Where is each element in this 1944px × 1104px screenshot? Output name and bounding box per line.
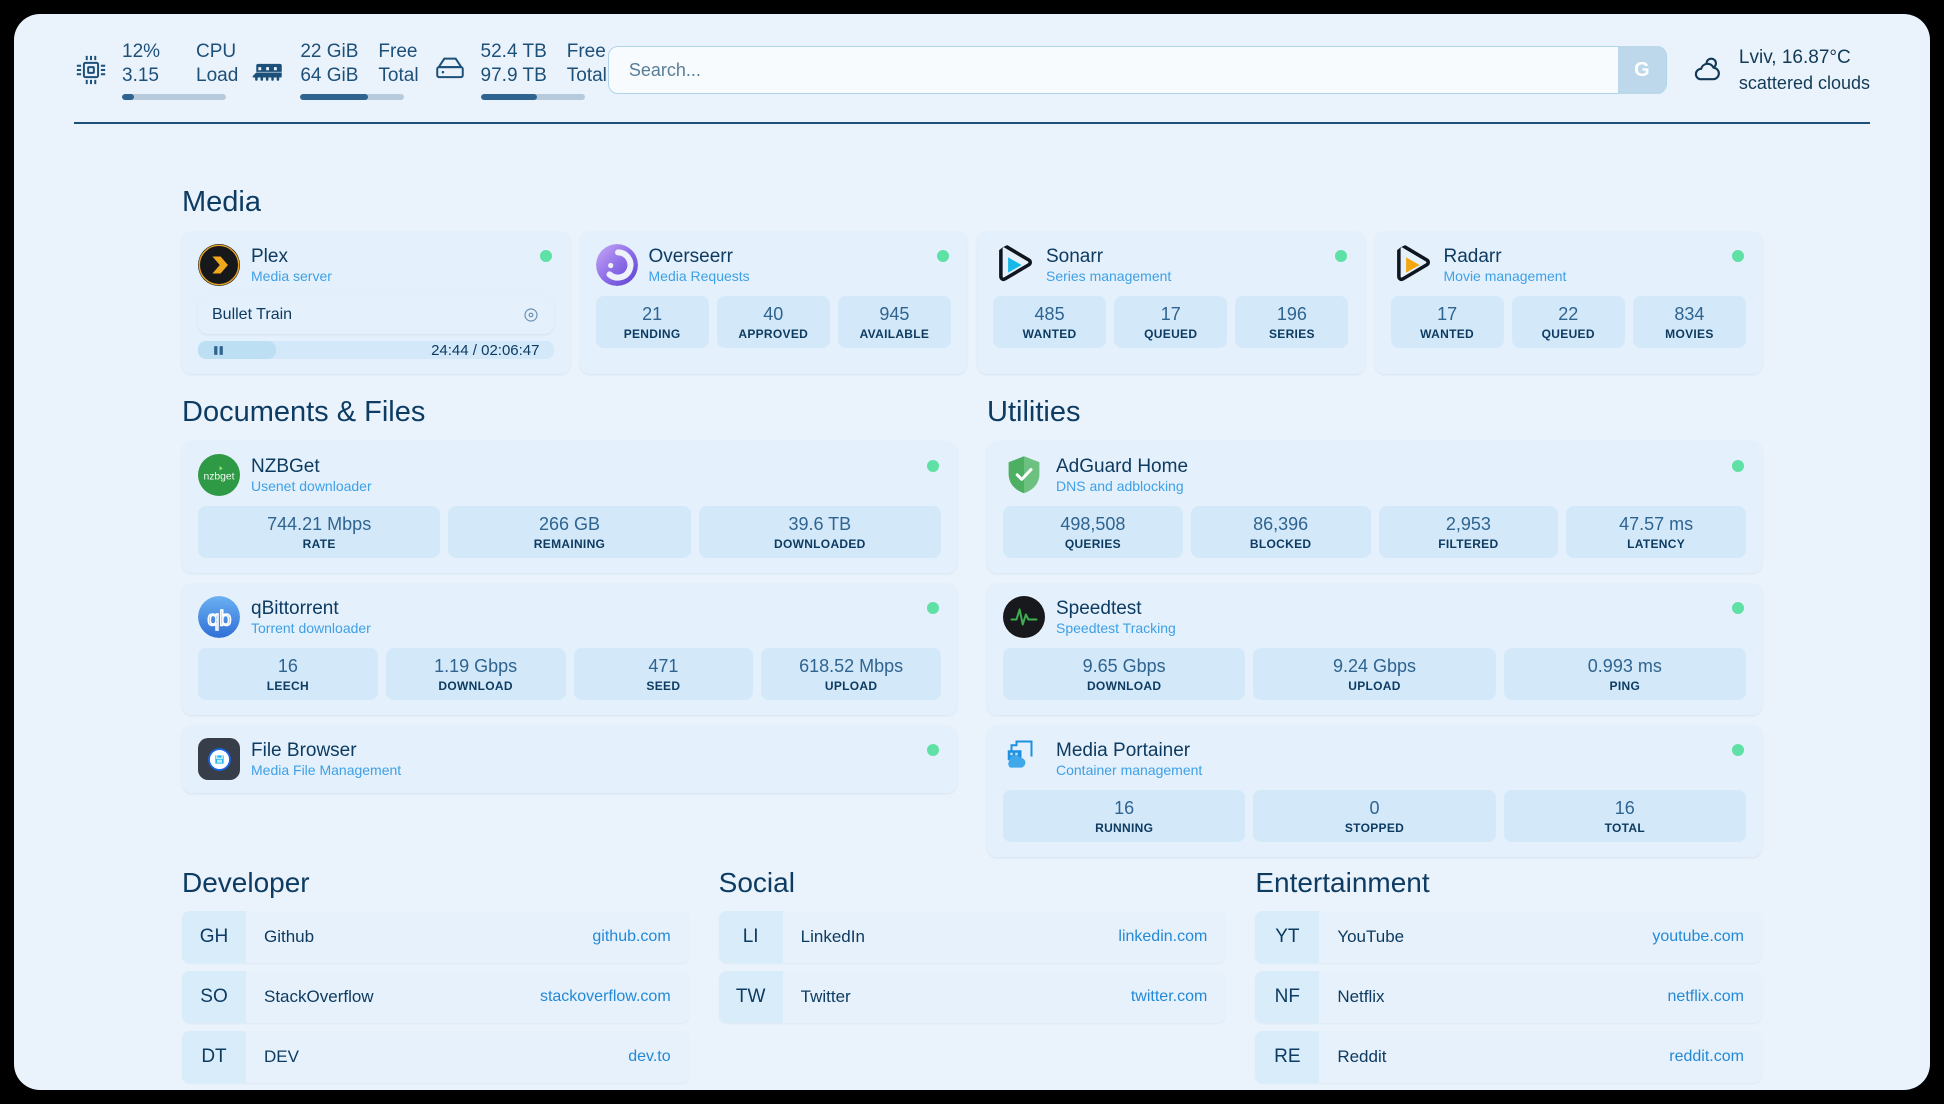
svg-text:qb: qb	[207, 605, 231, 630]
svg-text:nzbget: nzbget	[203, 471, 234, 482]
